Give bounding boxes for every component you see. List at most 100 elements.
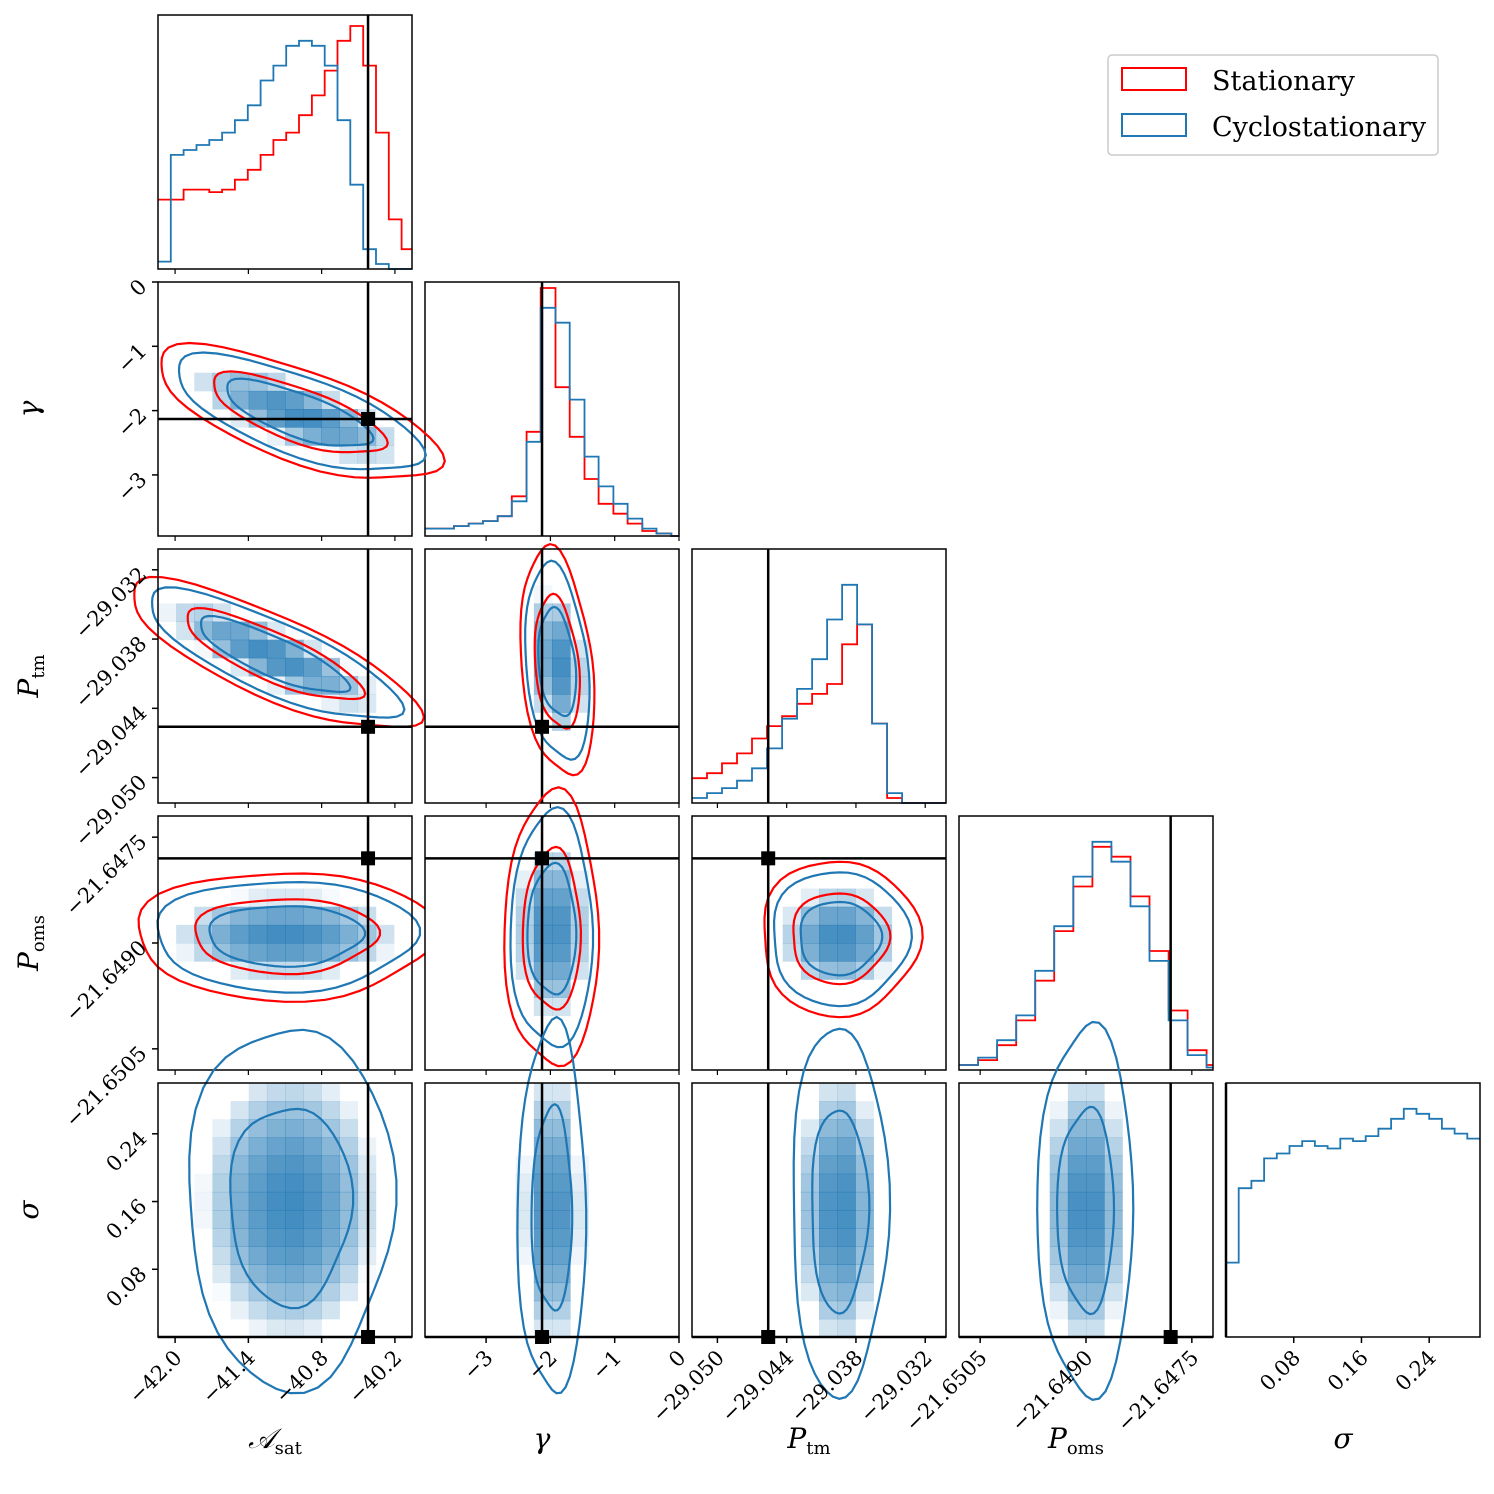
density-cell [873, 961, 893, 980]
x-tick-label-P_tm: −29.044 [717, 1346, 798, 1427]
density-cell [230, 961, 250, 980]
density-cell [303, 657, 322, 677]
density-cell [176, 943, 195, 962]
density-cell [248, 1228, 268, 1247]
density-cell [230, 1101, 250, 1120]
density-cell [248, 390, 268, 410]
density-cell [194, 1173, 213, 1193]
contour-cyclostationary-inner [811, 1109, 871, 1315]
legend-frame [1107, 54, 1439, 156]
density-cell [230, 639, 250, 659]
density-cell [800, 1119, 820, 1138]
density-cell [285, 1173, 304, 1193]
contour-stationary-inner [533, 592, 582, 730]
density-cell [248, 906, 268, 926]
panel-frame [691, 1082, 947, 1338]
density-cell [1067, 1137, 1087, 1157]
panel-frame-A_sat [157, 14, 413, 270]
y-axis-title-P_tm: Ptm [12, 654, 49, 698]
density-cell [321, 1137, 340, 1157]
density-cell [552, 943, 571, 962]
density-cell [212, 1137, 232, 1157]
density-cell [248, 1264, 268, 1284]
density-cell [1086, 1137, 1105, 1157]
density-cell [339, 1119, 359, 1138]
density-cell [194, 603, 213, 623]
density-cell [552, 639, 571, 659]
density-cell [339, 1173, 359, 1193]
histogram-gamma-stationary [425, 287, 679, 537]
density-cell [339, 1101, 359, 1120]
density-cell [339, 694, 359, 713]
density-cell [212, 1228, 232, 1247]
density-cell [855, 1282, 874, 1302]
density-cell [1086, 1318, 1105, 1338]
density-cell [212, 1173, 232, 1193]
density-cell [819, 1264, 838, 1284]
y-tick-label-P_oms: −21.6490 [61, 936, 152, 1027]
density-cell [266, 906, 286, 926]
density-cell [176, 924, 195, 944]
x-tick-label-sigma: 0.24 [1391, 1346, 1441, 1396]
density-cell [837, 1155, 856, 1175]
density-cell [1067, 1155, 1087, 1175]
density-cell [570, 1155, 589, 1175]
panel-frame-gamma [424, 281, 680, 537]
truth-marker [361, 851, 376, 866]
density-cell [552, 1119, 571, 1138]
contour-cyclostationary-outer [156, 880, 421, 994]
density-cell [339, 924, 359, 944]
density-cell [570, 1246, 589, 1265]
density-cell [552, 906, 571, 926]
density-cell [266, 1318, 286, 1338]
density-cell [285, 1300, 304, 1320]
density-cell [837, 1083, 856, 1102]
density-cell [321, 1155, 340, 1175]
density-cell [285, 961, 304, 980]
density-cell [266, 1210, 286, 1229]
histogram-P_oms-cyclostationary [959, 840, 1213, 1069]
density-cell [321, 694, 340, 713]
contour-cyclostationary-outer [1036, 1020, 1135, 1401]
density-cell [570, 1228, 589, 1247]
density-cell [266, 943, 286, 962]
contour-cyclostationary-outer [150, 586, 406, 719]
panel-frame [157, 1082, 413, 1338]
density-cell [1067, 1264, 1087, 1284]
joint-panel-P_tm-vs-sigma [691, 1027, 947, 1400]
density-cell [1104, 1282, 1123, 1302]
density-cell [1086, 1300, 1105, 1320]
density-cell [515, 924, 535, 944]
x-axis-title-P_oms: Poms [1047, 1422, 1104, 1459]
density-cell [266, 1173, 286, 1193]
density-cell [1067, 1318, 1087, 1338]
density-cell [837, 1246, 856, 1265]
density-cell [837, 1264, 856, 1284]
density-cell [837, 1101, 856, 1120]
density-cell [248, 1083, 268, 1102]
density-cell [837, 1173, 856, 1193]
x-tick-label-A_sat: −40.2 [344, 1346, 406, 1408]
y-axis-title-gamma: γ [12, 400, 45, 417]
y-tick-label-sigma: 0.24 [101, 1126, 151, 1176]
density-cell [212, 1246, 232, 1265]
x-tick-label-A_sat: −40.8 [271, 1346, 333, 1408]
x-axis-title-A_sat: 𝒜sat [248, 1422, 302, 1459]
y-tick-label-gamma: −2 [113, 403, 152, 442]
density-cell [266, 1119, 286, 1138]
density-cell [515, 1228, 535, 1247]
density-cell [515, 1173, 535, 1193]
density-cell [285, 1083, 304, 1102]
contour-cyclostationary-outer [524, 559, 591, 761]
histogram-P_tm-cyclostationary [692, 583, 946, 804]
density-cell [515, 870, 535, 890]
density-cell [266, 1083, 286, 1102]
density-cell [230, 1282, 250, 1302]
density-cell [1086, 1155, 1105, 1175]
density-cell [819, 1119, 838, 1138]
density-cell [212, 621, 232, 641]
legend-label-stationary: Stationary [1212, 66, 1356, 97]
panel-frame-P_tm [691, 548, 947, 804]
contour-stationary-outer [160, 341, 446, 479]
contour-cyclostationary-outer [188, 1028, 398, 1395]
